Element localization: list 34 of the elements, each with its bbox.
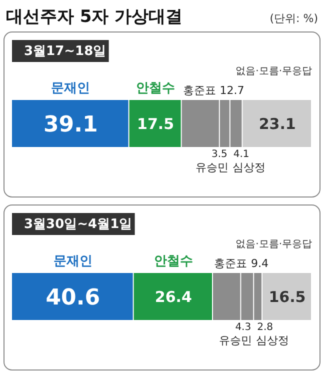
series-label: 안철수 (136, 81, 176, 96)
bar (129, 100, 181, 147)
bar (242, 100, 311, 147)
data-label: 9.4 (251, 257, 268, 270)
data-label: 16.5 (268, 288, 306, 306)
series-label: 심상정 (232, 161, 266, 174)
data-label: 3.5 (211, 149, 228, 160)
data-label: 4.3 (235, 322, 252, 333)
series-label: 문재인 (51, 81, 90, 96)
bar (12, 273, 133, 320)
data-label: 23.1 (258, 114, 296, 133)
text: 없음·모름·무응답 (236, 66, 312, 77)
series-label: 홍준표 (182, 84, 216, 97)
data-label: 40.6 (46, 285, 100, 310)
bar (134, 273, 212, 320)
data-label: 39.1 (44, 112, 98, 138)
series-label: 유승민 (195, 161, 228, 174)
data-label: 4.1 (233, 149, 250, 160)
data-label: 12.7 (220, 84, 244, 97)
chart-subtitle: 3월30일~4월1일 (24, 217, 132, 232)
text: (단위: %) (270, 12, 318, 25)
data-label: 17.5 (137, 114, 174, 133)
series-label: 안철수 (154, 254, 193, 269)
text: 없음·모름·무응답 (236, 239, 312, 250)
series-label: 심상정 (256, 334, 290, 347)
bar (262, 273, 311, 320)
chart-title: 대선주자 5자 가상대결 (6, 7, 183, 27)
series-label: 유승민 (219, 334, 252, 347)
chart-subtitle: 3월17~18일 (24, 44, 106, 59)
bar (12, 100, 128, 147)
data-label: 2.8 (257, 322, 274, 333)
data-label: 26.4 (154, 288, 192, 306)
series-label: 문재인 (53, 254, 92, 269)
series-label: 홍준표 (214, 257, 247, 270)
